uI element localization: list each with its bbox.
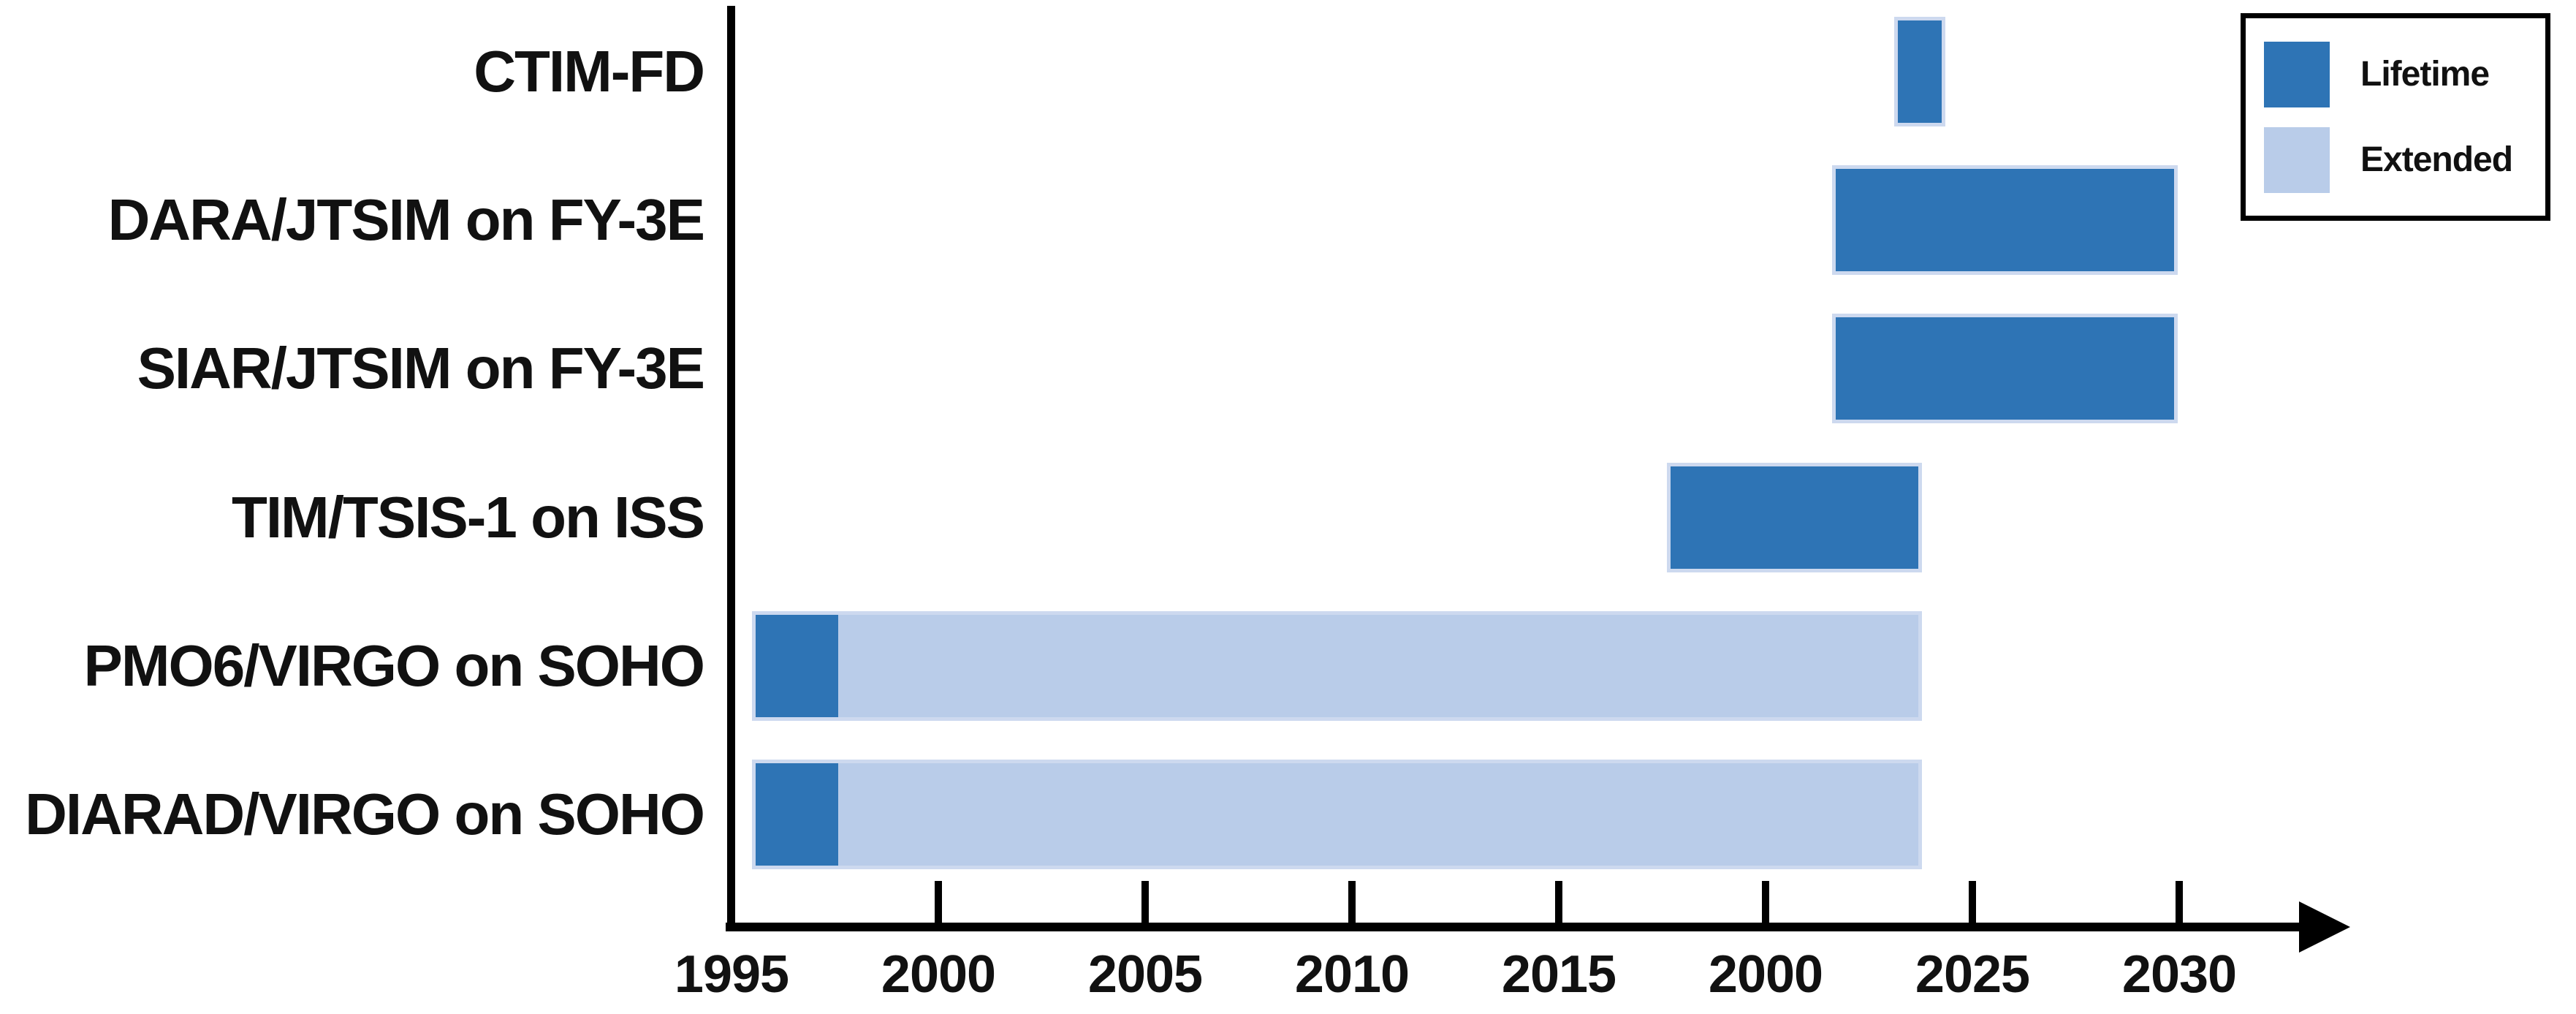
x-tick-label: 2025 [1915,945,2030,1004]
x-tick-2025 [1969,881,1976,923]
legend: Lifetime Extended [2241,13,2550,221]
bar-siar-jtsim [1836,317,2174,420]
legend-item-lifetime: Lifetime [2246,41,2545,107]
legend-label-lifetime: Lifetime [2360,55,2490,94]
x-tick-1995 [728,881,735,923]
x-tick-2005 [1141,881,1149,923]
row-label-siar-jtsim: SIAR/JTSIM on FY-3E [137,336,705,401]
bar-segment-lifetime [755,763,838,866]
x-tick-label: 2030 [2121,945,2237,1004]
x-tick-label: 2000 [881,945,996,1004]
x-tick-label: 2015 [1501,945,1616,1004]
bar-diarad-virgo [755,763,1919,866]
extended-swatch-icon [2264,126,2330,193]
y-axis-line [727,6,735,931]
bar-segment-lifetime [1836,169,2174,272]
bar-segment-lifetime [1836,317,2174,420]
lifetime-swatch-icon [2264,41,2330,107]
x-tick-2015 [1555,881,1562,923]
row-label-tim-tsis1: TIM/TSIS-1 on ISS [231,484,705,550]
x-tick-label: 1995 [674,945,789,1004]
row-label-pmo6-virgo: PMO6/VIRGO on SOHO [83,632,705,698]
bar-dara-jtsim [1836,169,2174,272]
bar-pmo6-virgo [755,614,1919,717]
bar-ctim-fd [1898,20,1942,123]
row-label-diarad-virgo: DIARAD/VIRGO on SOHO [25,782,705,847]
x-tick-2030 [2176,881,2183,923]
bar-segment-lifetime [1670,466,1919,569]
x-axis-line [726,923,2302,931]
row-label-dara-jtsim: DARA/JTSIM on FY-3E [107,187,705,253]
legend-label-extended: Extended [2360,140,2513,179]
bar-segment-extended [838,614,1919,717]
bar-tim-tsis1 [1670,466,1919,569]
row-label-ctim-fd: CTIM-FD [474,39,705,104]
legend-item-extended: Extended [2246,126,2545,193]
bar-segment-extended [838,763,1919,866]
x-axis-arrowhead-icon [2299,901,2350,953]
x-tick-label: 2000 [1708,945,1823,1004]
x-tick-2010 [1348,881,1356,923]
x-tick-label: 2005 [1087,945,1203,1004]
bar-segment-lifetime [1898,20,1942,123]
x-tick-2000 [935,881,942,923]
x-tick-2020 [1762,881,1769,923]
bar-segment-lifetime [755,614,838,717]
x-tick-label: 2010 [1294,945,1410,1004]
